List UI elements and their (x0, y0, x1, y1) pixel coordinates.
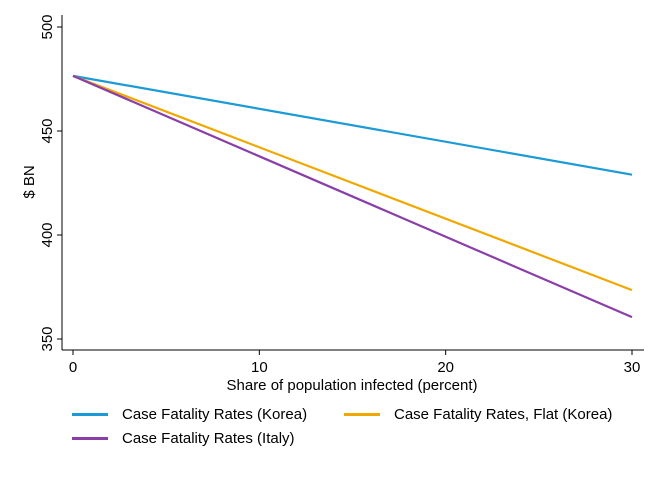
legend-item-korea: Case Fatality Rates (Korea) (72, 406, 307, 423)
legend-item-italy: Case Fatality Rates (Italy) (72, 430, 295, 447)
legend-label-flat-korea: Case Fatality Rates, Flat (Korea) (394, 406, 613, 423)
legend-swatch-flat-korea (344, 413, 380, 416)
y-axis-label: $ BN (21, 165, 38, 198)
legend-item-flat-korea: Case Fatality Rates, Flat (Korea) (344, 406, 612, 423)
legend-swatch-korea (72, 413, 108, 416)
y-tick-label: 500 (39, 14, 56, 39)
series-lines (72, 74, 633, 319)
x-tick-label: 30 (624, 359, 641, 376)
legend-label-italy: Case Fatality Rates (Italy) (122, 430, 295, 447)
x-axis-label: Share of population infected (percent) (227, 377, 478, 394)
legend-label-korea: Case Fatality Rates (Korea) (122, 406, 308, 423)
x-tick-label: 20 (437, 359, 454, 376)
series-line-0 (72, 74, 633, 176)
x-tick-label: 0 (69, 359, 77, 376)
series-line-1 (72, 74, 633, 292)
y-tick-label: 400 (39, 222, 56, 247)
x-tick-label: 10 (251, 359, 268, 376)
line-chart: 350 400 450 500 0 10 20 30 Share of population … (21, 14, 644, 394)
y-tick-label: 350 (39, 326, 56, 351)
series-line-2 (72, 74, 633, 319)
y-tick-label: 450 (39, 118, 56, 143)
legend-swatch-italy (72, 437, 108, 440)
axes: 350 400 450 500 0 10 20 30 (39, 14, 644, 376)
